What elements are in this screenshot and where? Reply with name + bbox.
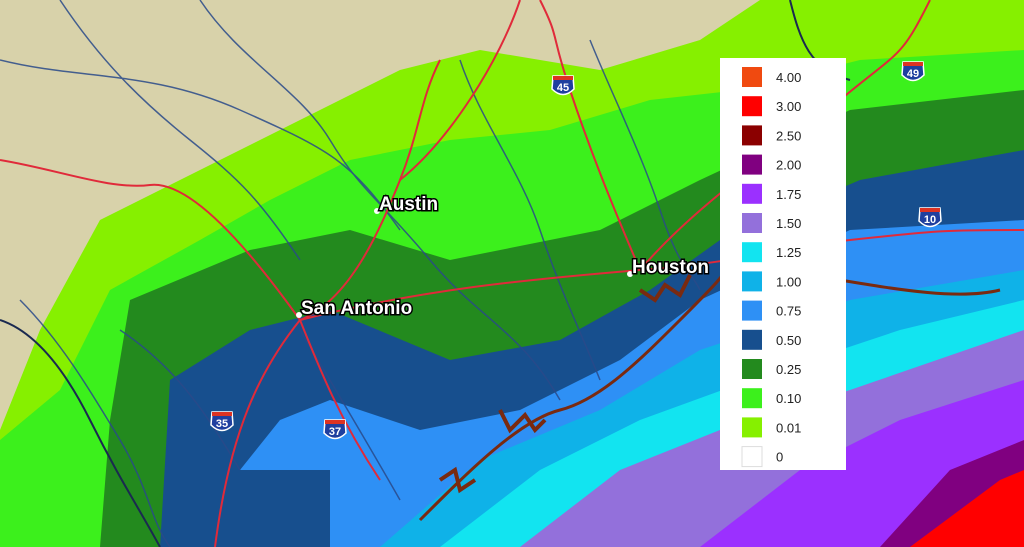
shield-top (212, 412, 232, 416)
legend-swatch (742, 300, 762, 321)
shield-top (553, 76, 573, 80)
shield-top (920, 208, 940, 212)
shield-top (903, 62, 923, 66)
precip-band (910, 470, 1024, 547)
legend-label: 1.75 (776, 187, 801, 202)
legend-label: 2.00 (776, 158, 801, 173)
legend-swatch (742, 242, 762, 263)
legend-label: 0.75 (776, 304, 801, 319)
shield-number: 49 (907, 68, 919, 80)
legend-label: 0.50 (776, 333, 801, 348)
legend-swatch (742, 213, 762, 233)
city-dot (374, 208, 380, 214)
legend-swatch (742, 417, 762, 438)
legend-swatch (742, 388, 762, 409)
legend-swatch (742, 359, 762, 379)
legend-swatch (742, 125, 762, 146)
legend-label: 2.50 (776, 128, 801, 143)
legend-label: 1.00 (776, 274, 801, 289)
legend-swatch (742, 67, 762, 87)
shield-number: 37 (329, 426, 341, 438)
shield-number: 45 (557, 82, 569, 94)
interstate-shield (918, 207, 942, 228)
city-dot (627, 271, 633, 277)
legend-label: 0 (776, 450, 783, 465)
city-label: San Antonio (301, 298, 412, 319)
legend-label: 0.01 (776, 420, 801, 435)
legend-label: 1.50 (776, 216, 801, 231)
legend-swatch (742, 96, 762, 117)
legend-label: 0.10 (776, 391, 801, 406)
interstate-shield (551, 75, 575, 96)
city-label: Houston (632, 257, 709, 278)
legend-label: 3.00 (776, 99, 801, 114)
city-label: Austin (379, 194, 438, 215)
legend-label: 4.00 (776, 70, 801, 85)
legend-swatch (742, 154, 762, 175)
legend-box (720, 58, 846, 470)
legend-swatch (741, 446, 763, 468)
shield-top (325, 420, 345, 424)
legend-swatch (742, 329, 762, 350)
legend-swatch (742, 271, 762, 292)
legend-label: 1.25 (776, 245, 801, 260)
interstate-shield (901, 61, 925, 82)
interstate-shield (323, 419, 347, 440)
legend-label: 0.25 (776, 362, 801, 377)
shield-number: 10 (924, 214, 936, 226)
legend-swatch (742, 183, 762, 204)
interstate-shield (210, 411, 234, 432)
city-dot (296, 312, 302, 318)
shield-number: 35 (216, 418, 228, 430)
